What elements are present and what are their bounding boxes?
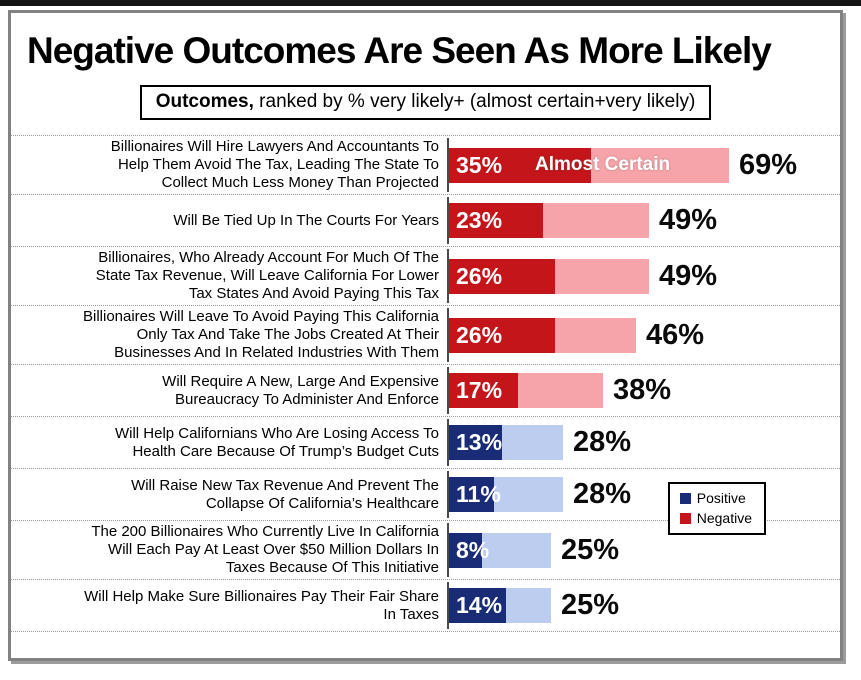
bar-inner-value: 11% <box>456 481 501 507</box>
bar-row: The 200 Billionaires Who Currently Live … <box>11 521 840 580</box>
bar-row: Will Help Californians Who Are Losing Ac… <box>11 417 840 469</box>
subtitle-rest-text: ranked by % very likely+ (almost certain… <box>253 91 696 112</box>
legend-item: Negative <box>679 510 752 526</box>
bar-segment-almost-certain: 26% <box>449 258 555 294</box>
stacked-bar: 8% 25% <box>449 532 620 568</box>
bar-total-value: 25% <box>561 589 620 621</box>
bar-segment-very-likely <box>518 373 603 408</box>
bar-segment-almost-certain: 26% <box>449 317 555 353</box>
bar-total-value: 69% <box>739 148 798 181</box>
legend-label: Positive <box>696 490 746 506</box>
chart-legend: Positive Negative <box>667 482 766 535</box>
row-label: Will Raise New Tax Revenue And Prevent T… <box>131 476 439 512</box>
bar-segment-very-likely <box>591 147 729 183</box>
bar-segment-very-likely <box>482 532 551 568</box>
bar-row: Will Help Make Sure Billionaires Pay The… <box>11 580 840 632</box>
bar-inner-value: 17% <box>456 377 503 403</box>
bar-segment-very-likely <box>502 425 563 460</box>
bar-segment-very-likely <box>494 477 563 512</box>
bar-inner-value: 35% <box>456 151 503 178</box>
row-label: Billionaires Will Hire Lawyers And Accou… <box>110 138 439 191</box>
bar-segment-very-likely <box>555 258 649 294</box>
bar-segment-almost-certain: 17% <box>449 373 518 408</box>
bar-area: 26% 46% <box>447 308 840 362</box>
row-label: Will Help Make Sure Billionaires Pay The… <box>84 587 439 623</box>
bar-total-value: 49% <box>659 259 718 292</box>
bar-total-value: 28% <box>573 426 632 458</box>
bar-segment-almost-certain: 14% <box>449 588 506 623</box>
bar-inner-value: 26% <box>456 262 503 289</box>
bar-segment-very-likely <box>555 317 636 353</box>
bar-area: 23% 49% <box>447 197 840 244</box>
bar-total-value: 25% <box>561 533 620 566</box>
bar-area: 35% 69% Almost Certain <box>447 138 840 192</box>
slide-frame: Negative Outcomes Are Seen As More Likel… <box>8 10 843 661</box>
bar-segment-almost-certain: 13% <box>449 425 502 460</box>
bar-inner-value: 23% <box>456 207 503 233</box>
row-label: The 200 Billionaires Who Currently Live … <box>91 523 439 576</box>
stacked-bar: 23% 49% <box>449 203 717 238</box>
bar-total-value: 28% <box>573 478 632 510</box>
bar-area: 11% 28% <box>447 471 840 518</box>
bar-row: Will Require A New, Large And Expensive … <box>11 365 840 417</box>
bar-segment-very-likely <box>506 588 551 623</box>
legend-item: Positive <box>679 490 752 506</box>
bar-annotation: Almost Certain <box>535 154 671 175</box>
bar-row: Billionaires, Who Already Account For Mu… <box>11 247 840 306</box>
stacked-bar: 13% 28% <box>449 425 631 460</box>
subtitle-box: Outcomes, ranked by % very likely+ (almo… <box>139 85 712 120</box>
row-label: Billionaires Will Leave To Avoid Paying … <box>82 308 439 361</box>
bar-area: 8% 25% <box>447 523 840 577</box>
bar-segment-very-likely <box>543 203 649 238</box>
legend-label: Negative <box>696 510 752 526</box>
bar-segment-almost-certain: 35% <box>449 147 591 183</box>
bar-inner-value: 26% <box>456 321 503 348</box>
bar-inner-value: 8% <box>456 536 490 563</box>
bar-row: Billionaires Will Leave To Avoid Paying … <box>11 306 840 365</box>
legend-swatch-negative <box>679 512 691 524</box>
stacked-bar: 35% 69% Almost Certain <box>449 147 798 183</box>
bar-area: 13% 28% <box>447 419 840 466</box>
stacked-bar: 26% 49% <box>449 258 718 294</box>
bar-inner-value: 13% <box>456 429 503 455</box>
row-label: Will Require A New, Large And Expensive … <box>162 372 439 408</box>
bar-area: 14% 25% <box>447 582 840 629</box>
bar-row: Will Be Tied Up In The Courts For Years … <box>11 195 840 247</box>
bar-area: 26% 49% <box>447 249 840 303</box>
stacked-bar: 14% 25% <box>449 588 619 623</box>
bar-inner-value: 14% <box>456 592 503 618</box>
row-label: Will Help Californians Who Are Losing Ac… <box>114 424 439 460</box>
legend-swatch-positive <box>679 492 691 504</box>
row-label: Will Be Tied Up In The Courts For Years <box>173 211 439 229</box>
bar-total-value: 46% <box>646 318 705 351</box>
bar-chart: Billionaires Will Hire Lawyers And Accou… <box>11 135 840 632</box>
stacked-bar: 26% 46% <box>449 317 705 353</box>
bar-row: Billionaires Will Hire Lawyers And Accou… <box>11 136 840 195</box>
bar-area: 17% 38% <box>447 367 840 414</box>
bar-segment-almost-certain: 8% <box>449 532 489 568</box>
bar-row: Will Raise New Tax Revenue And Prevent T… <box>11 469 840 521</box>
bar-total-value: 49% <box>659 204 718 236</box>
page-title: Negative Outcomes Are Seen As More Likel… <box>27 30 772 71</box>
stacked-bar: 11% 28% <box>449 477 631 512</box>
subtitle-bold-text: Outcomes, <box>155 91 254 112</box>
bar-segment-almost-certain: 23% <box>449 203 543 238</box>
row-label: Billionaires, Who Already Account For Mu… <box>95 249 439 302</box>
top-strip <box>0 0 861 6</box>
bar-total-value: 38% <box>613 374 672 406</box>
bar-segment-almost-certain: 11% <box>449 477 501 512</box>
stacked-bar: 17% 38% <box>449 373 671 408</box>
